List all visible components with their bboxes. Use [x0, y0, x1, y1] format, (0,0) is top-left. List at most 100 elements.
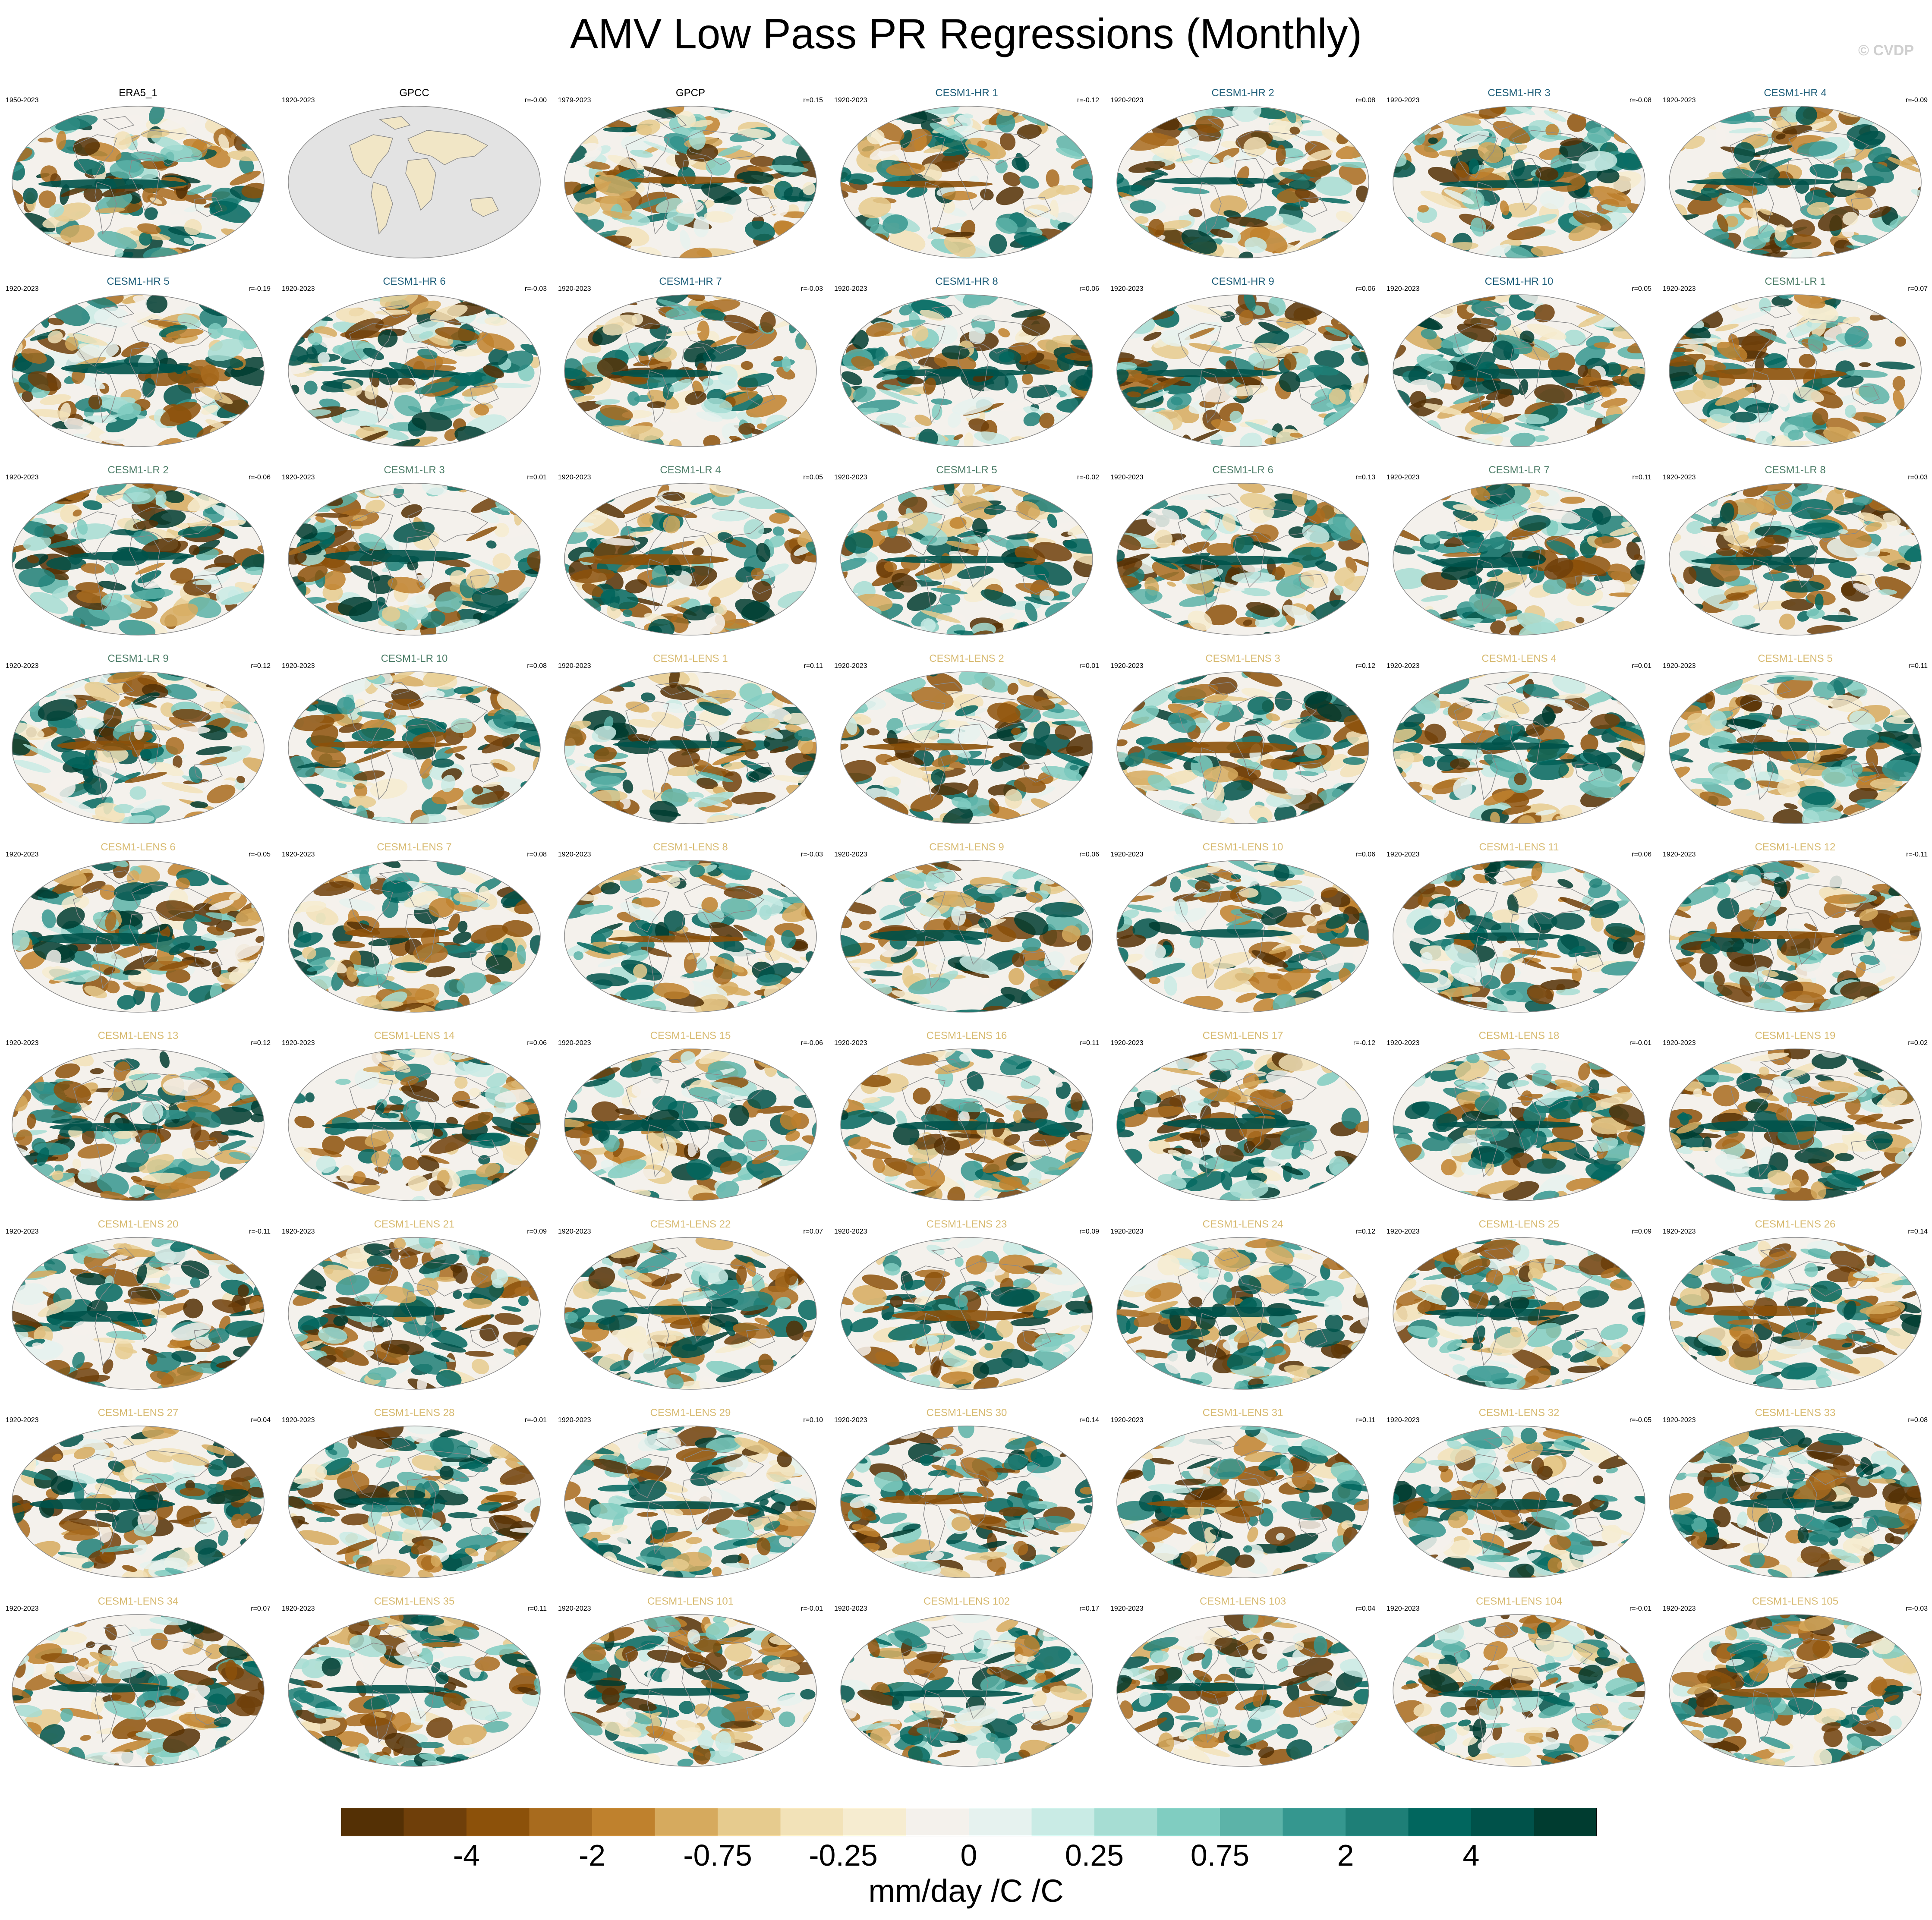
map-panel: CESM1-LENS 9 1920-2023 r=0.06 — [831, 841, 1103, 1023]
colorbar-tick-label: 0.25 — [1065, 1838, 1124, 1872]
map-panel: CESM1-LR 7 1920-2023 r=0.11 — [1383, 464, 1655, 645]
map-panel: CESM1-LENS 34 1920-2023 r=0.07 — [2, 1596, 274, 1777]
panel-years: 1920-2023 — [6, 474, 39, 481]
panel-pattern-correlation: r=0.17 — [1079, 1605, 1099, 1612]
panel-title: CESM1-LENS 14 — [374, 1030, 455, 1042]
map-panel: CESM1-LENS 11 1920-2023 r=0.06 — [1383, 841, 1655, 1023]
panel-pattern-correlation: r=-0.06 — [801, 1039, 823, 1047]
panel-years: 1950-2023 — [6, 97, 39, 104]
colorbar — [341, 1808, 1597, 1836]
panel-pattern-correlation: r=0.09 — [1079, 1228, 1099, 1235]
panel-years: 1920-2023 — [1110, 851, 1144, 858]
map-panel: CESM1-LENS 104 1920-2023 r=-0.01 — [1383, 1596, 1655, 1777]
map-panel: CESM1-LENS 16 1920-2023 r=0.11 — [831, 1030, 1103, 1211]
map-panel: CESM1-LENS 1 1920-2023 r=0.11 — [555, 653, 826, 834]
panel-pattern-correlation: r=0.12 — [251, 662, 271, 670]
colorbar-tick-label: 4 — [1462, 1838, 1480, 1872]
panel-years: 1920-2023 — [1387, 851, 1420, 858]
regression-map — [12, 483, 265, 636]
regression-map — [1669, 294, 1922, 447]
panel-years: 1920-2023 — [1387, 474, 1420, 481]
panel-pattern-correlation: r=0.06 — [527, 1039, 547, 1047]
panel-title: CESM1-LENS 23 — [926, 1218, 1007, 1230]
panel-pattern-correlation: r=0.06 — [1355, 851, 1375, 858]
map-panel: CESM1-LENS 23 1920-2023 r=0.09 — [831, 1218, 1103, 1400]
regression-map — [12, 1237, 265, 1390]
colorbar-swatch — [1220, 1808, 1283, 1836]
figure-title: AMV Low Pass PR Regressions (Monthly) — [570, 10, 1362, 57]
panel-pattern-correlation: r=0.11 — [804, 662, 823, 670]
regression-map — [564, 1237, 817, 1390]
panel-title: CESM1-LENS 21 — [374, 1218, 455, 1230]
panel-title: CESM1-LENS 34 — [98, 1596, 179, 1607]
cvdp-watermark: © CVDP — [1858, 42, 1914, 59]
panel-title: CESM1-LR 1 — [1765, 276, 1826, 287]
panel-pattern-correlation: r=0.05 — [803, 474, 823, 481]
panel-title: CESM1-LENS 104 — [1475, 1596, 1563, 1607]
colorbar-swatch — [341, 1808, 404, 1836]
regression-map — [288, 1048, 541, 1201]
regression-map — [12, 860, 265, 1013]
panel-years: 1920-2023 — [282, 474, 315, 481]
panel-years: 1920-2023 — [1663, 474, 1696, 481]
panel-years: 1979-2023 — [558, 97, 591, 104]
regression-map — [564, 1048, 817, 1201]
panel-years: 1920-2023 — [282, 285, 315, 293]
panel-years: 1920-2023 — [1110, 1039, 1144, 1047]
regression-map — [288, 860, 541, 1013]
map-panel: CESM1-HR 7 1920-2023 r=-0.03 — [555, 276, 826, 457]
panel-pattern-correlation: r=-0.12 — [1077, 97, 1099, 104]
panel-title: CESM1-LENS 1 — [653, 653, 728, 664]
regression-map — [1116, 1237, 1369, 1390]
map-panel: CESM1-LENS 29 1920-2023 r=0.10 — [555, 1407, 826, 1588]
colorbar-swatch — [1157, 1808, 1220, 1836]
panel-title: CESM1-LENS 28 — [374, 1407, 455, 1419]
panel-title: CESM1-LR 2 — [107, 464, 169, 476]
map-panel: CESM1-HR 1 1920-2023 r=-0.12 — [831, 87, 1103, 268]
panel-years: 1920-2023 — [6, 1605, 39, 1612]
regression-map — [288, 294, 541, 447]
colorbar-tick-label: -0.25 — [809, 1838, 878, 1872]
panel-years: 1920-2023 — [558, 662, 591, 670]
map-panel: CESM1-LR 1 1920-2023 r=0.07 — [1659, 276, 1931, 457]
panel-pattern-correlation: r=0.01 — [1079, 662, 1099, 670]
panel-pattern-correlation: r=0.14 — [1079, 1416, 1099, 1424]
panel-years: 1920-2023 — [1663, 851, 1696, 858]
regression-map — [1116, 106, 1369, 258]
regression-map — [840, 294, 1093, 447]
panel-title: CESM1-LENS 26 — [1755, 1218, 1836, 1230]
panel-years: 1920-2023 — [1663, 285, 1696, 293]
panel-pattern-correlation: r=0.06 — [1079, 285, 1099, 293]
colorbar-swatch — [1031, 1808, 1095, 1836]
panel-title: CESM1-LENS 33 — [1755, 1407, 1836, 1419]
regression-map — [840, 671, 1093, 824]
panel-title: CESM1-LENS 5 — [1758, 653, 1833, 664]
regression-map — [288, 483, 541, 636]
map-panel: CESM1-HR 4 1920-2023 r=-0.09 — [1659, 87, 1931, 268]
panel-years: 1920-2023 — [834, 662, 867, 670]
map-panel: GPCC 1920-2023 r=-0.00 — [278, 87, 550, 268]
regression-map — [564, 1426, 817, 1578]
panel-title: CESM1-LENS 2 — [929, 653, 1004, 664]
map-panel: CESM1-HR 2 1920-2023 r=0.08 — [1107, 87, 1379, 268]
panel-title: CESM1-LENS 32 — [1478, 1407, 1560, 1419]
map-panel: CESM1-LENS 3 1920-2023 r=0.12 — [1107, 653, 1379, 834]
panel-years: 1920-2023 — [834, 285, 867, 293]
panel-pattern-correlation: r=0.05 — [1632, 285, 1651, 293]
map-panel: CESM1-LENS 105 1920-2023 r=-0.03 — [1659, 1596, 1931, 1777]
panel-pattern-correlation: r=-0.08 — [1629, 97, 1651, 104]
panel-years: 1920-2023 — [834, 97, 867, 104]
colorbar-swatch — [655, 1808, 718, 1836]
regression-map — [288, 1614, 541, 1767]
regression-map — [288, 1237, 541, 1390]
panel-title: CESM1-HR 8 — [935, 276, 998, 287]
map-panel: CESM1-LENS 20 1920-2023 r=-0.11 — [2, 1218, 274, 1400]
regression-map — [564, 294, 817, 447]
panel-years: 1920-2023 — [282, 1039, 315, 1047]
panel-years: 1920-2023 — [558, 1228, 591, 1235]
map-panel: CESM1-LENS 30 1920-2023 r=0.14 — [831, 1407, 1103, 1588]
panel-title: CESM1-LENS 10 — [1202, 841, 1283, 853]
panel-title: CESM1-LENS 31 — [1202, 1407, 1283, 1419]
colorbar-swatch — [1534, 1808, 1597, 1836]
colorbar-tick-label: -2 — [578, 1838, 606, 1872]
